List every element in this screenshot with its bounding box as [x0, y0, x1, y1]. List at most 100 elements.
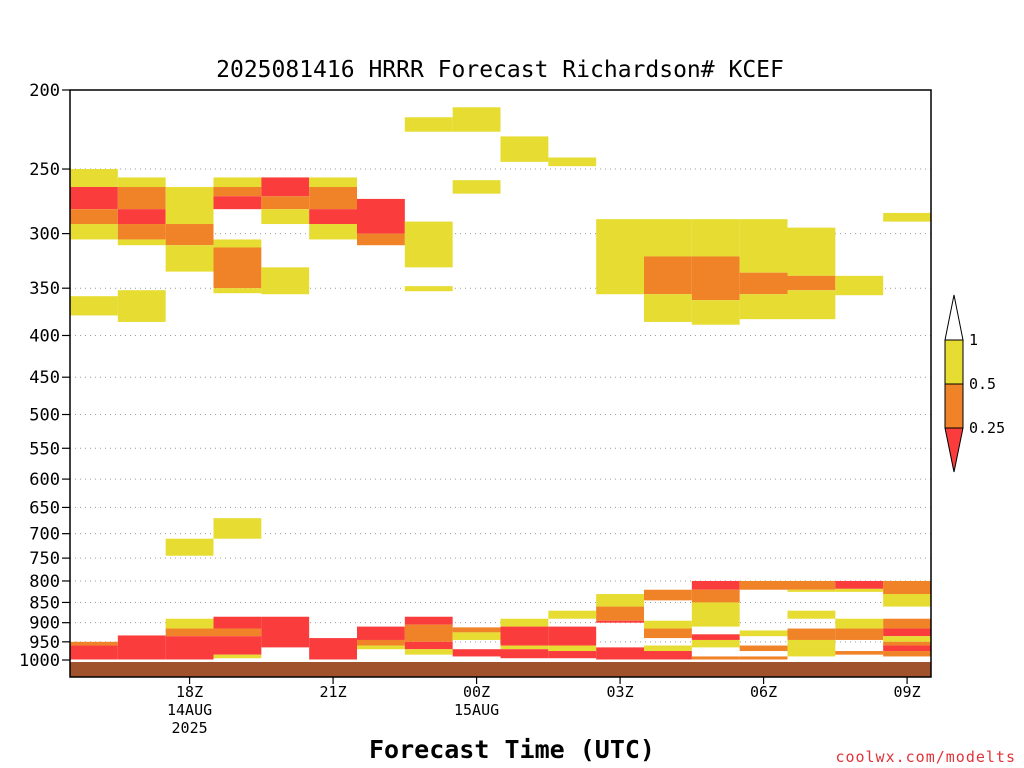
y-tick-label-550: 550 — [29, 439, 60, 459]
colorbar-tick-label-1: 0.5 — [969, 375, 996, 393]
cell-43 — [357, 198, 405, 234]
cell-56 — [452, 180, 501, 194]
cell-5 — [70, 641, 118, 646]
cell-98 — [739, 656, 788, 660]
cell-96 — [739, 630, 788, 637]
cell-63 — [500, 645, 549, 650]
cell-28 — [213, 616, 262, 629]
cell-112 — [835, 628, 884, 640]
cell-106 — [787, 639, 836, 646]
cell-6 — [70, 645, 118, 660]
cell-33 — [261, 186, 310, 197]
cell-74 — [596, 647, 644, 660]
y-tick-label-200: 200 — [29, 81, 60, 101]
x-tick-label-24-1: 15AUG — [454, 701, 499, 719]
cell-55 — [452, 107, 501, 132]
cell-52 — [404, 624, 453, 642]
cell-0 — [70, 169, 118, 187]
cell-73 — [596, 620, 644, 623]
y-tick-label-250: 250 — [29, 160, 60, 180]
cell-23 — [213, 196, 262, 210]
cell-11 — [117, 239, 166, 246]
cell-12 — [117, 290, 166, 322]
cell-117 — [883, 618, 931, 629]
cell-115 — [883, 580, 931, 595]
y-axis-ticks: 200 250 300 350 400 450 500 550 600 650 700 750 8008… — [19, 81, 70, 671]
y-tick-label-750: 750 — [29, 549, 60, 569]
cell-22 — [213, 186, 262, 197]
cell-27 — [213, 518, 262, 539]
y-tick-label-350: 350 — [29, 279, 60, 299]
cell-97 — [739, 645, 788, 652]
cell-37 — [261, 616, 310, 648]
cell-41 — [309, 224, 357, 240]
cell-85 — [691, 300, 740, 325]
cell-58 — [452, 632, 501, 640]
y-tick-label-600: 600 — [29, 470, 60, 490]
chart-title: 2025081416 HRRR Forecast Richardson# KCE… — [216, 57, 784, 83]
cell-54 — [404, 649, 453, 655]
cell-64 — [500, 649, 549, 659]
y-tick-label-900: 900 — [29, 614, 60, 634]
x-tick-label-18-1: 14AUG — [167, 701, 212, 719]
cell-4 — [70, 296, 118, 316]
cell-72 — [596, 606, 644, 621]
cell-66 — [548, 610, 597, 619]
x-tick-label-21-0: 21Z — [320, 683, 347, 701]
cell-114 — [883, 212, 931, 222]
cell-119 — [883, 636, 931, 642]
x-tick-label-30-0: 06Z — [750, 683, 777, 701]
cell-48 — [404, 117, 453, 132]
cell-3 — [70, 224, 118, 240]
cell-50 — [404, 286, 453, 292]
cell-19 — [165, 628, 214, 637]
cell-104 — [787, 610, 836, 619]
cell-79 — [644, 620, 692, 629]
y-tick-label-300: 300 — [29, 225, 60, 245]
cell-90 — [691, 639, 740, 648]
x-tick-label-24-0: 00Z — [463, 683, 490, 701]
cell-102 — [787, 580, 836, 590]
cell-67 — [548, 626, 597, 646]
cell-83 — [691, 219, 740, 257]
y-tick-label-400: 400 — [29, 326, 60, 346]
cell-18 — [165, 618, 214, 629]
cell-89 — [691, 634, 740, 640]
cell-82 — [644, 651, 692, 660]
x-tick-label-18-0: 18Z — [176, 683, 203, 701]
cell-101 — [787, 290, 836, 320]
cell-69 — [548, 651, 597, 659]
cell-25 — [213, 247, 262, 289]
cell-111 — [835, 618, 884, 629]
cell-39 — [309, 186, 357, 210]
cell-65 — [548, 157, 597, 167]
credit-text: coolwx.com/modelts — [835, 748, 1016, 766]
ground-band — [70, 662, 931, 677]
data-cells — [70, 107, 931, 677]
y-tick-label-800: 800 — [29, 572, 60, 592]
cell-59 — [452, 649, 501, 657]
cell-92 — [739, 219, 788, 273]
colorbar-tick-label-0: 1 — [969, 331, 978, 349]
cell-61 — [500, 618, 549, 627]
cell-60 — [500, 136, 549, 162]
cell-70 — [596, 219, 644, 295]
cell-38 — [309, 177, 357, 187]
cell-1 — [70, 186, 118, 210]
cell-10 — [117, 224, 166, 240]
colorbar-segment-below-0.25 — [944, 427, 964, 473]
cell-81 — [644, 645, 692, 652]
cell-49 — [404, 221, 453, 268]
y-tick-label-650: 650 — [29, 498, 60, 518]
plot-frame — [69, 89, 932, 678]
cell-99 — [787, 227, 836, 276]
cell-86 — [691, 580, 740, 590]
colorbar-legend: 1 0.5 0.25 — [944, 294, 1005, 473]
x-tick-label-18-2: 2025 — [172, 719, 208, 737]
cell-42 — [309, 638, 357, 660]
cell-100 — [787, 275, 836, 291]
cell-35 — [261, 209, 310, 225]
cell-105 — [787, 628, 836, 640]
